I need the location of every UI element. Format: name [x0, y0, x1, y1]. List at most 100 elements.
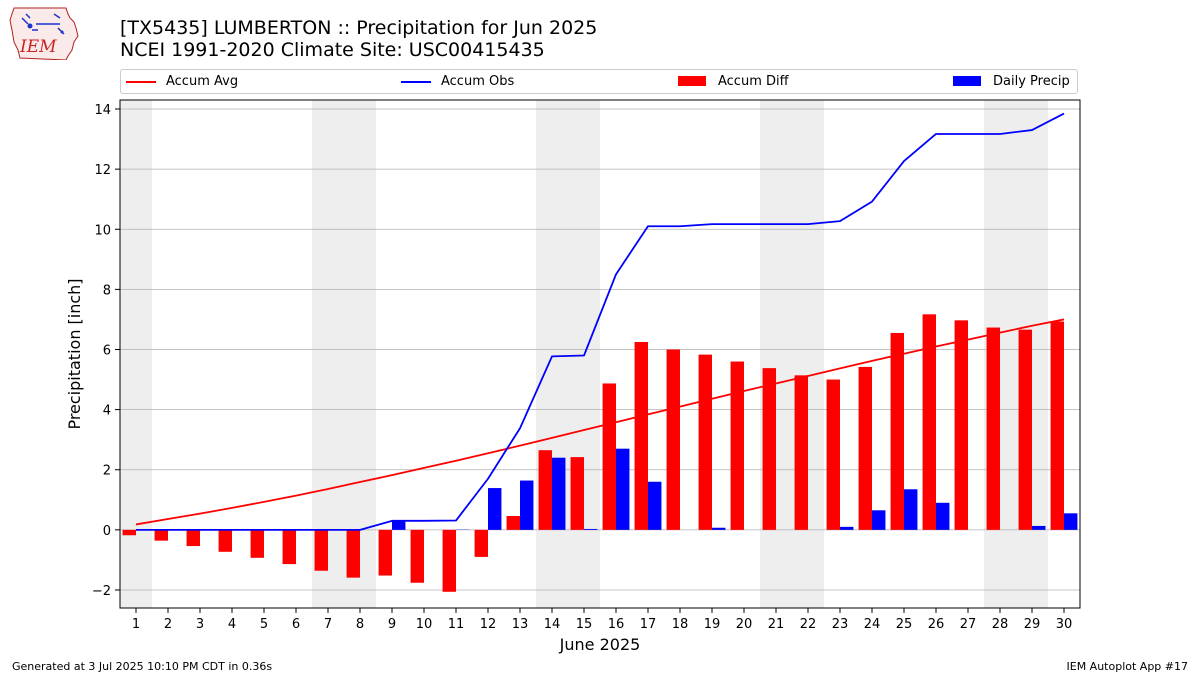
daily-precip-bar — [616, 448, 630, 530]
daily-precip-bar — [712, 527, 726, 530]
daily-precip-bar — [872, 510, 886, 530]
y-tick-label: 8 — [103, 283, 111, 298]
y-tick-label: 4 — [103, 404, 111, 419]
daily-precip-bar — [840, 526, 854, 530]
accum-diff-bar — [794, 375, 808, 530]
x-tick-label: 22 — [800, 617, 817, 632]
weekend-shade — [344, 100, 376, 608]
legend-label-daily-precip: Daily Precip — [993, 74, 1070, 89]
accum-diff-bar — [954, 320, 968, 530]
x-tick-label: 25 — [896, 617, 913, 632]
y-tick-label: 2 — [103, 464, 111, 479]
accum-diff-bar — [346, 529, 360, 578]
accum-diff-bar — [698, 354, 712, 530]
footer-generated: Generated at 3 Jul 2025 10:10 PM CDT in … — [12, 660, 273, 673]
x-tick-label: 1 — [132, 617, 140, 632]
chart-title: [TX5435] LUMBERTON :: Precipitation for … — [120, 17, 598, 39]
x-tick-label: 23 — [832, 617, 849, 632]
x-tick-label: 10 — [416, 617, 433, 632]
accum-diff-bar — [602, 383, 616, 530]
x-tick-label: 30 — [1056, 617, 1073, 632]
legend-swatch-accum-obs — [401, 81, 431, 83]
x-tick-label: 8 — [356, 617, 364, 632]
legend-swatch-accum-diff — [678, 76, 706, 86]
y-tick-label: 10 — [94, 223, 111, 238]
accum-diff-bar — [314, 529, 328, 571]
y-tick-label: −2 — [92, 584, 111, 599]
accum-diff-bar — [986, 327, 1000, 530]
daily-precip-bar — [936, 502, 950, 530]
legend-swatch-accum-avg — [126, 81, 156, 83]
daily-precip-bar — [488, 488, 502, 530]
x-tick-label: 20 — [736, 617, 753, 632]
accum-diff-bar — [826, 379, 840, 530]
daily-precip-bar — [1032, 525, 1046, 530]
legend-swatch-daily-precip — [953, 76, 981, 86]
x-tick-label: 16 — [608, 617, 625, 632]
accum-diff-bar — [538, 450, 552, 530]
x-tick-label: 24 — [864, 617, 881, 632]
y-axis-label: Precipitation [inch] — [65, 278, 84, 429]
accum-diff-bar — [634, 341, 648, 530]
x-tick-label: 7 — [324, 617, 332, 632]
weekend-shade — [536, 100, 568, 608]
accum-diff-bar — [858, 366, 872, 530]
weekend-shade — [312, 100, 344, 608]
accum-diff-bar — [1018, 329, 1032, 530]
daily-precip-bar — [584, 528, 598, 530]
x-tick-label: 27 — [960, 617, 977, 632]
accum-diff-bar — [570, 457, 584, 530]
x-tick-label: 3 — [196, 617, 204, 632]
x-tick-label: 28 — [992, 617, 1009, 632]
weekend-shade — [760, 100, 792, 608]
legend-label-accum-avg: Accum Avg — [166, 74, 239, 89]
accum-diff-bar — [762, 368, 776, 530]
x-tick-label: 6 — [292, 617, 300, 632]
y-tick-label: 0 — [103, 524, 111, 539]
x-tick-label: 2 — [164, 617, 172, 632]
accum-diff-bar — [282, 529, 296, 565]
x-axis-label: June 2025 — [559, 635, 641, 654]
daily-precip-bar — [648, 481, 662, 530]
weekend-shade — [792, 100, 824, 608]
accum-diff-bar — [442, 529, 456, 592]
accum-obs-line — [136, 112, 1065, 531]
daily-precip-bar — [1064, 513, 1078, 530]
accum-diff-bar — [666, 349, 680, 530]
accum-diff-bar — [1050, 321, 1064, 530]
accum-diff-bar — [218, 529, 232, 552]
daily-precip-bar — [904, 489, 918, 530]
chart-legend: Accum Avg Accum Obs Accum Diff Daily Pre… — [120, 69, 1078, 94]
y-tick-label: 6 — [103, 343, 111, 358]
accum-diff-bar — [922, 314, 936, 530]
legend-label-accum-diff: Accum Diff — [718, 74, 789, 89]
accum-diff-bar — [122, 529, 136, 536]
accum-diff-bar — [378, 529, 392, 576]
x-tick-label: 9 — [388, 617, 396, 632]
accum-diff-bar — [474, 529, 488, 557]
x-tick-label: 21 — [768, 617, 785, 632]
x-tick-label: 12 — [480, 617, 497, 632]
x-tick-label: 26 — [928, 617, 945, 632]
accum-diff-bar — [154, 529, 168, 541]
x-tick-label: 17 — [640, 617, 657, 632]
accum-diff-bar — [410, 529, 424, 583]
daily-precip-bar — [520, 480, 534, 530]
svg-text:IEM: IEM — [19, 37, 57, 57]
daily-precip-bar — [552, 457, 566, 530]
x-tick-label: 5 — [260, 617, 268, 632]
x-tick-label: 29 — [1024, 617, 1041, 632]
y-tick-label: 14 — [94, 103, 111, 118]
y-tick-label: 12 — [94, 163, 111, 178]
x-tick-label: 18 — [672, 617, 689, 632]
accum-diff-bar — [506, 516, 520, 530]
iem-logo: IEM — [9, 7, 79, 60]
plot-frame — [119, 99, 1081, 609]
daily-precip-bar — [392, 520, 406, 530]
x-tick-label: 11 — [448, 617, 465, 632]
accum-diff-bar — [186, 529, 200, 547]
x-tick-label: 15 — [576, 617, 593, 632]
accum-diff-bar — [250, 529, 264, 558]
x-tick-label: 13 — [512, 617, 529, 632]
